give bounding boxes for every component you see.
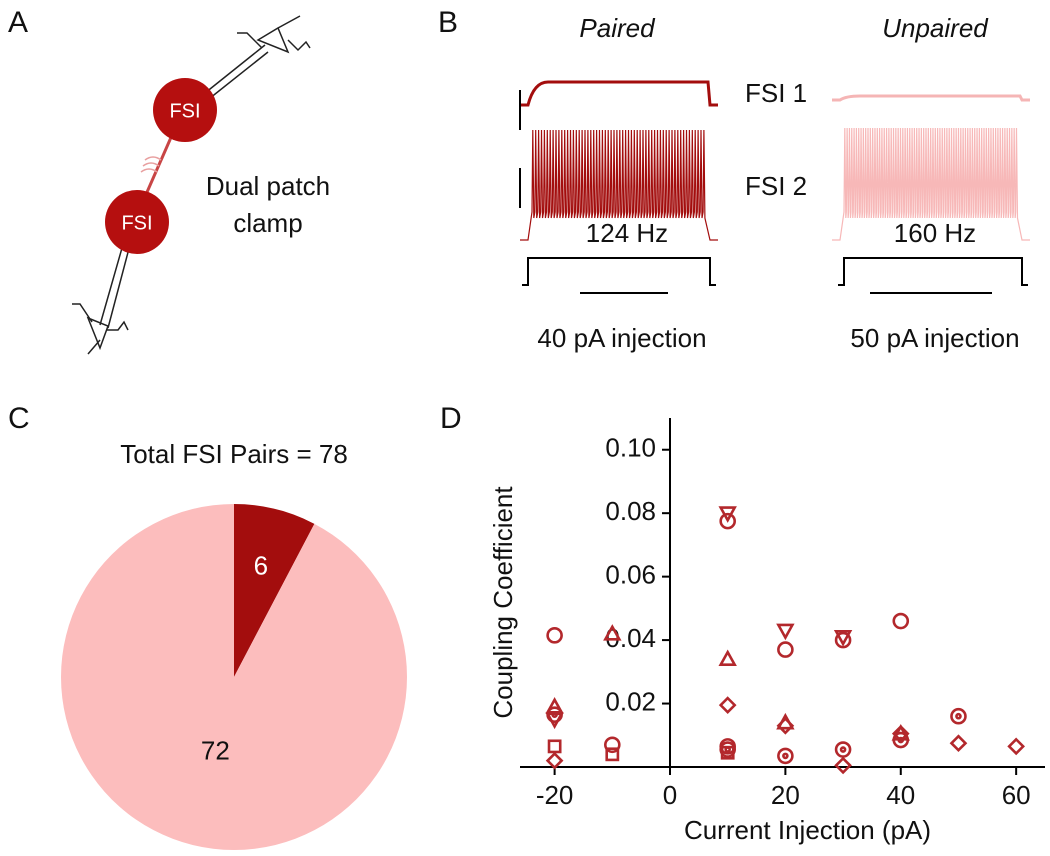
voltage-trace (832, 127, 1030, 241)
marker (834, 741, 852, 758)
marker (949, 734, 968, 753)
condition-label: Unpaired (882, 13, 989, 43)
y-tick-label: 0.06 (605, 560, 656, 590)
marker (547, 739, 562, 754)
slice-label: 6 (254, 551, 268, 581)
x-tick-label: 40 (886, 780, 915, 810)
marker (604, 736, 621, 754)
y-axis-label: Coupling Coefficient (488, 486, 518, 719)
marker (546, 627, 563, 644)
voltage-trace (520, 80, 718, 107)
cell-label: FSI (169, 100, 200, 122)
pie-slice (234, 504, 315, 677)
panel-label: B (438, 6, 458, 39)
x-tick-label: 20 (771, 780, 800, 810)
marker (834, 631, 852, 649)
voltage-trace (832, 94, 1030, 102)
injection-label: 40 pA injection (537, 323, 706, 353)
x-tick-label: 60 (1002, 780, 1031, 810)
panel-label: C (8, 402, 30, 435)
marker (605, 747, 620, 762)
marker (892, 731, 910, 749)
voltage-trace (520, 129, 718, 241)
cell-label: FSI 2 (745, 171, 807, 201)
condition-label: Paired (579, 13, 656, 43)
pie-slice (60, 504, 407, 850)
injection-label: 50 pA injection (850, 323, 1019, 353)
marker (603, 624, 622, 641)
y-tick-label: 0.10 (605, 433, 656, 463)
marker (777, 641, 794, 658)
marker (950, 707, 967, 725)
panel-label: D (440, 402, 462, 435)
cell-label: FSI 1 (745, 78, 807, 108)
marker (545, 751, 564, 770)
rate-label: 124 Hz (586, 218, 668, 248)
marker (719, 512, 736, 530)
step-command (838, 257, 1028, 286)
x-axis-label: Current Injection (pA) (684, 815, 931, 845)
caption: Dual patch (206, 171, 330, 201)
x-tick-label: 0 (663, 780, 677, 810)
marker (1007, 737, 1025, 756)
step-command (522, 257, 716, 286)
dual-patch-diagram (72, 15, 311, 355)
chart-title: Total FSI Pairs = 78 (120, 439, 348, 469)
marker (719, 741, 736, 758)
rate-label: 160 Hz (894, 218, 976, 248)
marker (777, 747, 794, 765)
caption: clamp (233, 208, 302, 238)
marker (546, 706, 563, 723)
marker (892, 612, 910, 630)
marker (718, 696, 737, 714)
marker (891, 724, 910, 743)
marker (776, 623, 795, 641)
marker (834, 756, 852, 775)
marker (718, 649, 737, 667)
x-tick-label: -20 (536, 780, 574, 810)
marker (833, 630, 853, 647)
panel-label: A (8, 6, 28, 39)
y-tick-label: 0.08 (605, 496, 656, 526)
cell-label: FSI (121, 212, 152, 234)
marker (776, 716, 795, 735)
slice-label: 72 (201, 735, 230, 765)
marker (718, 506, 737, 523)
y-tick-label: 0.02 (605, 686, 656, 716)
